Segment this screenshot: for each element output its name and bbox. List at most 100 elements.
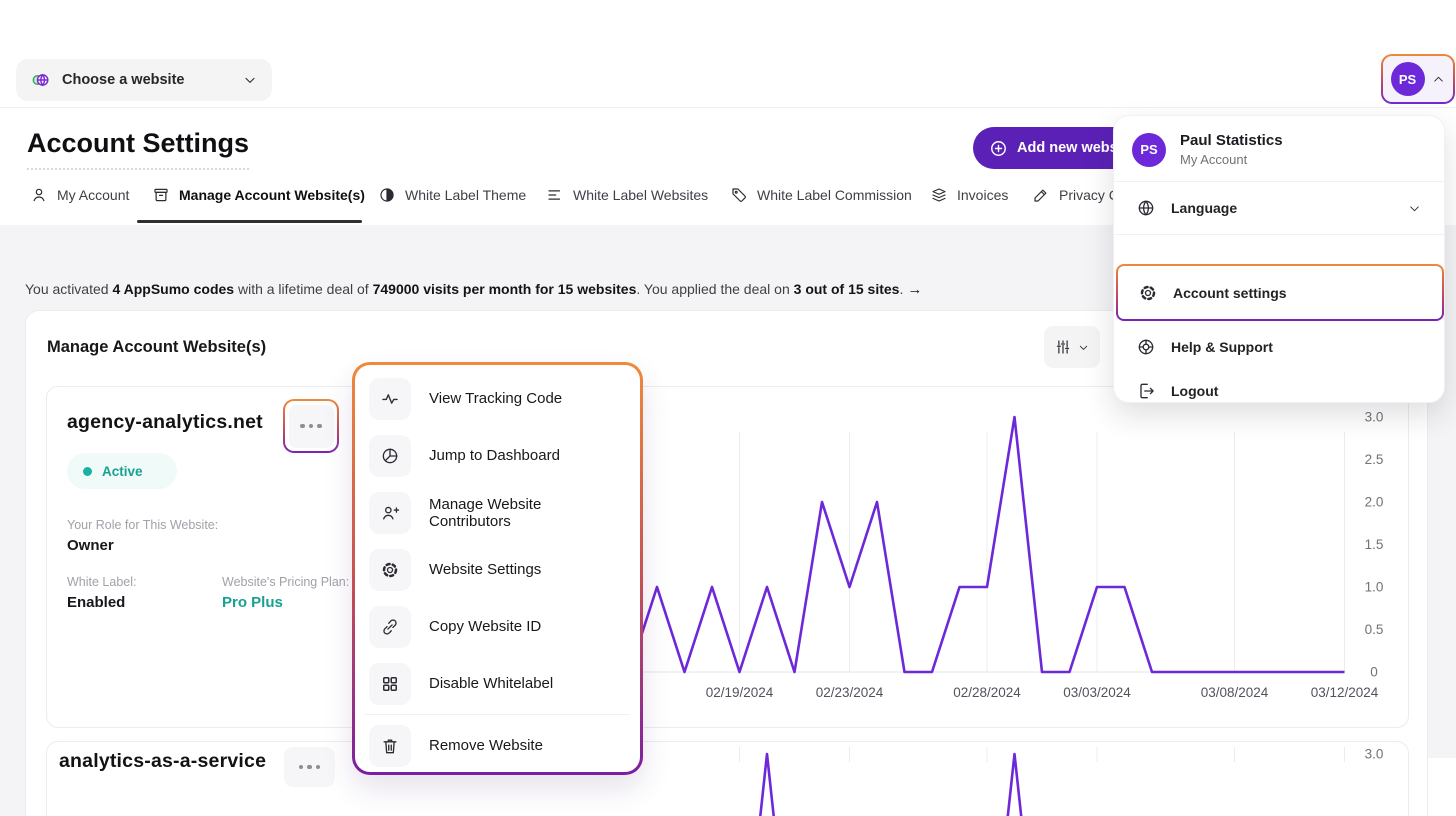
- menu-item-label: Help & Support: [1171, 339, 1273, 355]
- menu-item-website-settings[interactable]: Website Settings: [355, 541, 640, 598]
- menu-item-account-settings[interactable]: Account settings: [1116, 264, 1444, 321]
- tab-label: Privacy C: [1059, 187, 1119, 203]
- chevron-down-icon: [1079, 345, 1088, 350]
- website-name: agency-analytics.net: [67, 411, 263, 433]
- menu-divider: [1114, 181, 1444, 182]
- layers-icon: [932, 188, 946, 202]
- user-name: Paul Statistics: [1180, 132, 1283, 149]
- menu-item-help-support[interactable]: Help & Support: [1114, 325, 1444, 369]
- svg-text:02/28/2024: 02/28/2024: [953, 685, 1021, 700]
- logout-icon: [1140, 383, 1154, 399]
- tab-white-label-theme[interactable]: White Label Theme: [378, 186, 526, 204]
- menu-item-view-tracking-code[interactable]: View Tracking Code: [355, 370, 640, 427]
- menu-item-label: Account settings: [1173, 284, 1287, 301]
- section-background-gap: [1428, 758, 1456, 816]
- menu-item-label: Manage Website Contributors: [429, 495, 542, 530]
- menu-item-language[interactable]: Language: [1114, 182, 1444, 234]
- website-name: analytics-as-a-service: [59, 750, 267, 772]
- svg-text:0: 0: [1370, 665, 1378, 680]
- filter-button[interactable]: [1044, 326, 1100, 368]
- chevron-up-icon: [1433, 76, 1443, 82]
- menu-item-label: Disable Whitelabel: [429, 675, 554, 692]
- menu-item-jump-to-dashboard[interactable]: Jump to Dashboard: [355, 427, 640, 484]
- active-tab-underline: [137, 220, 362, 223]
- sliders-icon: [1056, 340, 1070, 354]
- visits-line-chart: 02/19/2024 02/23/2024 02/28/2024 03/03/2024…: [47, 387, 1408, 727]
- role-value: Owner: [67, 537, 114, 554]
- notice-text: with a lifetime deal of: [234, 281, 373, 297]
- tag-icon: [732, 188, 746, 202]
- gear-icon: [369, 548, 411, 591]
- add-new-website-label: Add new website: [1017, 140, 1135, 156]
- plus-circle-icon: [991, 140, 1006, 156]
- gear-icon: [1140, 285, 1156, 300]
- notice-text: .: [899, 281, 904, 297]
- row-menu-button[interactable]: [288, 404, 334, 448]
- website-row-agency-analytics: 02/19/2024 02/23/2024 02/28/2024 03/03/2024…: [46, 386, 1409, 728]
- menu-item-label: Jump to Dashboard: [429, 447, 560, 464]
- notice-text: You activated: [25, 281, 113, 297]
- svg-text:1.5: 1.5: [1365, 537, 1384, 552]
- tab-white-label-commission[interactable]: White Label Commission: [730, 186, 912, 204]
- svg-text:1.0: 1.0: [1365, 580, 1384, 595]
- website-context-menu: View Tracking Code Jump to Dashboard Man…: [352, 362, 643, 775]
- svg-text:3.0: 3.0: [1365, 747, 1384, 762]
- tab-label: White Label Theme: [405, 187, 527, 203]
- settings-tabs: My Account Manage Account Website(s) Whi…: [0, 186, 1456, 223]
- tab-privacy[interactable]: Privacy C: [1032, 186, 1119, 204]
- tab-my-account[interactable]: My Account: [30, 186, 129, 204]
- menu-item-logout[interactable]: Logout: [1114, 369, 1444, 413]
- status-badge: Active: [67, 453, 177, 489]
- pencil-icon: [1034, 189, 1047, 202]
- tab-label: Manage Account Website(s): [179, 187, 365, 203]
- svg-text:02/23/2024: 02/23/2024: [816, 685, 884, 700]
- menu-item-remove-website[interactable]: Remove Website: [355, 717, 640, 774]
- row-menu-button[interactable]: [284, 747, 335, 787]
- menu-item-disable-whitelabel[interactable]: Disable Whitelabel: [355, 655, 640, 712]
- user-plus-icon: [369, 491, 411, 534]
- svg-text:2.5: 2.5: [1365, 452, 1384, 467]
- chevron-down-icon: [245, 77, 255, 83]
- manage-websites-card: Manage Account Website(s) 02/19/2024 02/2…: [25, 310, 1428, 816]
- tab-label: White Label Websites: [573, 187, 709, 203]
- svg-text:0.5: 0.5: [1365, 622, 1384, 637]
- grid-icon: [369, 662, 411, 705]
- notice-bold: 3 out of 15 sites: [793, 281, 900, 297]
- pie-chart-icon: [369, 434, 411, 477]
- archive-icon: [154, 188, 168, 202]
- svg-text:2.0: 2.0: [1365, 495, 1384, 510]
- user-avatar-button[interactable]: PS: [1381, 54, 1455, 104]
- arrow-right-icon[interactable]: →: [907, 281, 923, 298]
- tab-invoices[interactable]: Invoices: [930, 186, 1008, 204]
- role-label: Your Role for This Website:: [67, 518, 219, 532]
- menu-item-label: View Tracking Code: [429, 390, 563, 407]
- website-picker[interactable]: Choose a website: [16, 59, 272, 101]
- white-label-label: White Label:: [67, 575, 137, 589]
- menu-item-label: Remove Website: [429, 737, 543, 754]
- appsumo-notice: You activated 4 AppSumo codes with a lif…: [25, 281, 922, 298]
- svg-text:03/08/2024: 03/08/2024: [1201, 685, 1269, 700]
- activity-icon: [369, 377, 411, 420]
- avatar: PS: [1390, 62, 1425, 96]
- svg-text:03/03/2024: 03/03/2024: [1063, 685, 1131, 700]
- page-title: Account Settings: [27, 128, 250, 170]
- tab-white-label-websites[interactable]: White Label Websites: [546, 186, 708, 204]
- globe-icon: [1138, 200, 1154, 216]
- website-picker-label: Choose a website: [62, 72, 185, 88]
- user-menu-header[interactable]: PS Paul Statistics My Account: [1114, 116, 1444, 181]
- card-title: Manage Account Website(s): [47, 338, 267, 356]
- tab-label: White Label Commission: [757, 187, 912, 203]
- user-dropdown-menu: PS Paul Statistics My Account Language A…: [1113, 115, 1445, 403]
- tab-manage-account-websites[interactable]: Manage Account Website(s): [152, 186, 365, 204]
- menu-item-manage-contributors[interactable]: Manage Website Contributors: [355, 484, 640, 541]
- pricing-plan-label: Website's Pricing Plan:: [222, 575, 350, 589]
- tab-label: Invoices: [957, 187, 1009, 203]
- user-subtitle: My Account: [1180, 152, 1248, 167]
- trash-icon: [369, 724, 411, 767]
- menu-item-label: Website Settings: [429, 561, 542, 578]
- menu-item-copy-website-id[interactable]: Copy Website ID: [355, 598, 640, 655]
- link-icon: [369, 605, 411, 648]
- avatar: PS: [1132, 132, 1166, 167]
- lines-icon: [548, 190, 561, 200]
